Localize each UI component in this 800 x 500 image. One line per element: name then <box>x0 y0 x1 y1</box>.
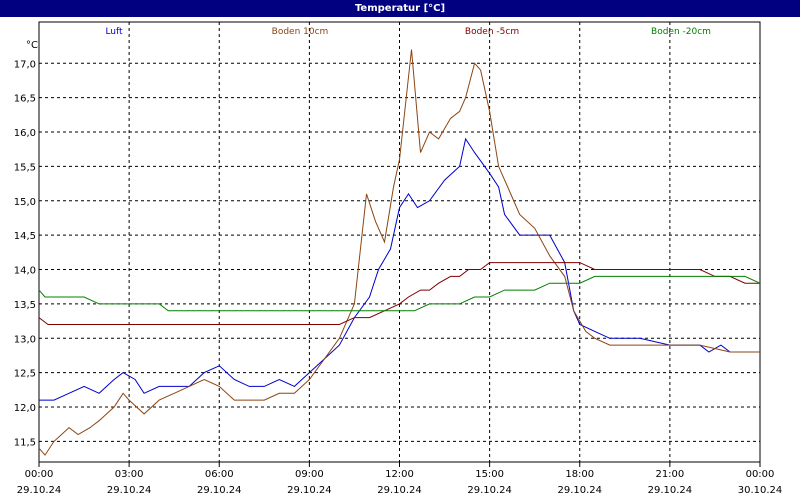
x-tick-time: 09:00 <box>295 469 324 480</box>
legend-item-boden-20cm: Boden -20cm <box>651 27 711 37</box>
x-tick-date: 30.10.24 <box>738 485 783 496</box>
x-tick-time: 06:00 <box>205 469 234 480</box>
y-tick-label: 14,0 <box>14 266 36 277</box>
y-tick-label: 15,0 <box>14 197 36 208</box>
y-tick-label: 12,5 <box>14 369 36 380</box>
temperature-chart: °C 11,512,012,513,013,514,014,515,015,51… <box>14 21 783 496</box>
y-tick-label: 14,5 <box>14 231 36 242</box>
y-axis-unit: °C <box>26 40 38 51</box>
legend: Luft Boden 10cm Boden -5cm Boden -20cm <box>105 27 711 37</box>
x-tick-date: 29.10.24 <box>287 485 332 496</box>
x-tick-time: 18:00 <box>565 469 594 480</box>
y-tick-label: 11,5 <box>14 437 36 448</box>
y-tick-label: 13,5 <box>14 300 36 311</box>
x-axis-ticks: 00:00 29.10.24 03:00 29.10.24 06:00 29.10.24 0… <box>17 462 783 496</box>
x-tick-date: 29.10.24 <box>557 485 602 496</box>
y-tick-label: 15,5 <box>14 162 36 173</box>
legend-item-boden-10cm: Boden 10cm <box>272 27 329 37</box>
legend-item-boden-5cm: Boden -5cm <box>465 27 519 37</box>
x-tick-date: 29.10.24 <box>648 485 693 496</box>
x-tick-time: 15:00 <box>475 469 504 480</box>
x-tick-time: 00:00 <box>746 469 775 480</box>
y-tick-label: 16,0 <box>14 128 36 139</box>
grid-lines <box>39 22 760 462</box>
x-tick-date: 29.10.24 <box>107 485 152 496</box>
series-line-boden-20cm <box>38 275 761 312</box>
y-tick-label: 13,0 <box>14 334 36 345</box>
series-line-luft <box>39 137 760 401</box>
chart-title: Temperatur [°C] <box>0 0 800 17</box>
legend-item-luft: Luft <box>105 27 123 37</box>
x-tick-date: 29.10.24 <box>197 485 242 496</box>
x-tick-date: 29.10.24 <box>17 485 62 496</box>
x-tick-time: 00:00 <box>25 469 54 480</box>
x-tick-time: 12:00 <box>385 469 414 480</box>
x-tick-time: 21:00 <box>655 469 684 480</box>
series-line-boden-10cm <box>38 49 760 456</box>
x-tick-date: 29.10.24 <box>467 485 512 496</box>
y-tick-label: 17,0 <box>14 59 36 70</box>
series-line-boden-5cm <box>38 262 760 325</box>
x-tick-date: 29.10.24 <box>377 485 422 496</box>
y-tick-label: 12,0 <box>14 403 36 414</box>
y-tick-label: 16,5 <box>14 94 36 105</box>
y-axis-ticks: 11,5 12,0 12,5 13,0 13,5 14,0 14,5 15,0 15,5 16,0… <box>14 59 36 448</box>
series-lines <box>38 49 761 456</box>
x-tick-time: 03:00 <box>115 469 144 480</box>
